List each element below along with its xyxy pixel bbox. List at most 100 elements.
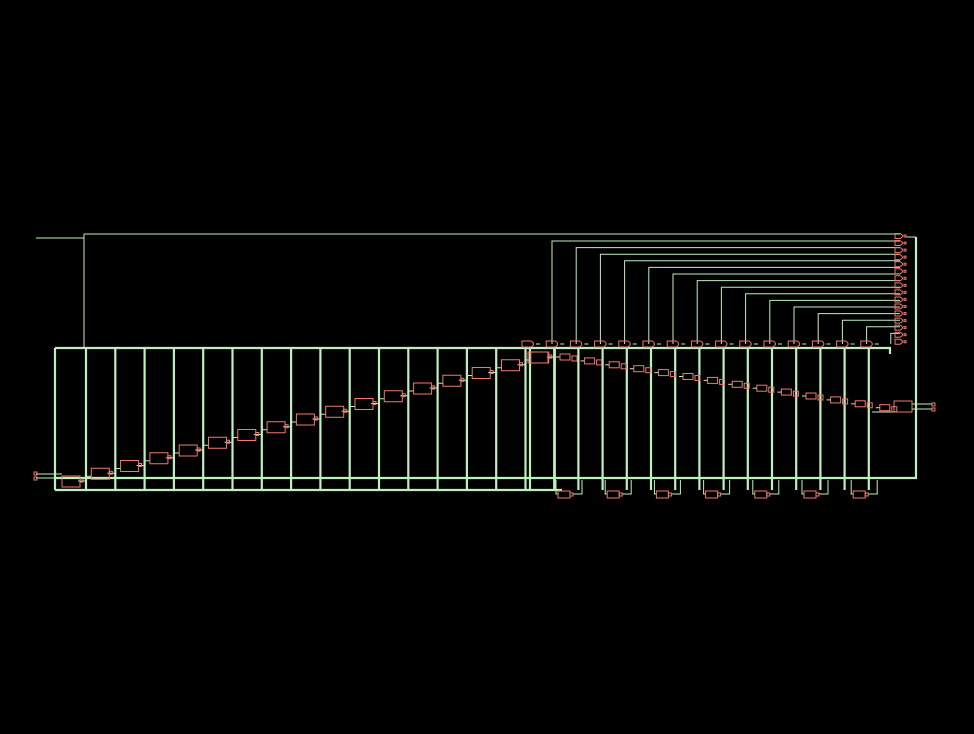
- register-cell: [237, 429, 257, 441]
- feedback-out: [769, 480, 780, 495]
- register-pin: [313, 416, 318, 421]
- feedback-cell: [557, 490, 571, 499]
- register-pin: [108, 470, 113, 475]
- output-gate: [642, 340, 655, 348]
- stack-pin: [903, 340, 907, 344]
- stack-gate: [894, 338, 903, 345]
- decoder-gate: [768, 386, 775, 393]
- stack-pin: [903, 319, 907, 323]
- output-gate: [860, 340, 873, 348]
- feedback-cell: [655, 490, 669, 499]
- register-pin: [489, 370, 494, 374]
- feedback-cell: [606, 490, 620, 499]
- decoder-cell: [756, 384, 768, 392]
- decoder-cell: [633, 365, 645, 373]
- stack-pin: [903, 276, 907, 280]
- feedback-cell: [852, 490, 866, 499]
- fanout-wire: [599, 253, 900, 344]
- mux-cell: [527, 351, 549, 364]
- register-pin: [79, 478, 84, 483]
- feedback-in: [850, 480, 854, 495]
- register-pin: [519, 362, 523, 367]
- register-cell: [442, 374, 462, 387]
- register-pin: [255, 432, 260, 436]
- decoder-cell: [879, 404, 891, 412]
- feedback-cell: [705, 490, 719, 499]
- register-pin: [196, 447, 201, 452]
- stack-gate: [894, 275, 903, 282]
- stack-gate: [894, 289, 903, 296]
- decoder-gate: [719, 378, 726, 385]
- decoder-cell: [805, 392, 817, 400]
- feedback-out: [622, 480, 632, 495]
- feedback-pin: [864, 492, 869, 497]
- feedback-in: [801, 480, 804, 495]
- decoder-gate: [571, 355, 578, 362]
- feedback-pin: [569, 492, 574, 497]
- output-gate: [569, 340, 583, 348]
- register-cell: [501, 359, 520, 372]
- decoder-cell: [707, 376, 719, 384]
- stack-gate: [894, 254, 903, 261]
- register-cell: [530, 351, 550, 364]
- fanout-wire: [769, 299, 900, 344]
- register-pin: [167, 455, 172, 460]
- feedback-pin: [717, 492, 722, 497]
- stack-pin: [903, 312, 907, 316]
- register-cell: [413, 382, 433, 395]
- feedback-cell: [803, 490, 817, 499]
- feedback-out: [671, 480, 681, 495]
- feedback-pin: [667, 492, 672, 497]
- output-pin: [931, 407, 936, 412]
- stack-gate: [894, 296, 903, 303]
- register-cell: [266, 421, 286, 434]
- register-cell: [471, 367, 491, 379]
- stack-gate: [894, 303, 903, 310]
- output-register: [893, 400, 913, 413]
- register-cell: [325, 405, 345, 418]
- decoder-cell: [559, 353, 571, 361]
- output-gate: [739, 340, 752, 348]
- stack-pin: [903, 290, 907, 294]
- stack-pin: [903, 269, 907, 273]
- output-gate: [836, 340, 849, 348]
- clk-pin: [33, 471, 38, 476]
- feedback-in: [703, 480, 706, 495]
- decoder-cell: [657, 369, 669, 377]
- stack-gate: [894, 261, 903, 268]
- fanout-wire: [575, 247, 900, 344]
- fanout-wire: [817, 313, 900, 344]
- output-gate: [787, 340, 801, 348]
- feedback-in: [653, 480, 657, 495]
- stack-gate: [894, 324, 903, 331]
- bus-top: [55, 346, 892, 354]
- output-gate: [811, 340, 825, 348]
- stack-gate: [894, 247, 903, 254]
- feedback-pin: [766, 492, 771, 497]
- decoder-gate: [792, 390, 799, 397]
- decoder-cell: [608, 361, 620, 369]
- feedback-cell: [754, 490, 768, 499]
- decoder-gate: [669, 371, 676, 378]
- bus-bottom-right: [56, 237, 918, 480]
- fanout-wire: [624, 260, 900, 344]
- feedback-out: [573, 480, 583, 495]
- decoder-cell: [830, 396, 842, 404]
- stack-gate: [894, 268, 903, 275]
- decoder-cell: [682, 373, 694, 380]
- stack-gate: [894, 331, 903, 338]
- register-cell: [208, 436, 227, 449]
- feedback-pin: [618, 492, 623, 497]
- output-pin: [931, 402, 936, 407]
- output-gate: [666, 340, 680, 348]
- register-pin: [372, 401, 377, 405]
- register-cell: [178, 444, 198, 457]
- wire-layer: [36, 233, 932, 495]
- decoder-gate: [743, 382, 750, 389]
- stack-pin: [903, 241, 907, 245]
- decoder-gate: [694, 375, 701, 381]
- register-pin: [343, 408, 348, 413]
- stack-gate: [894, 282, 903, 289]
- output-gate: [690, 340, 704, 348]
